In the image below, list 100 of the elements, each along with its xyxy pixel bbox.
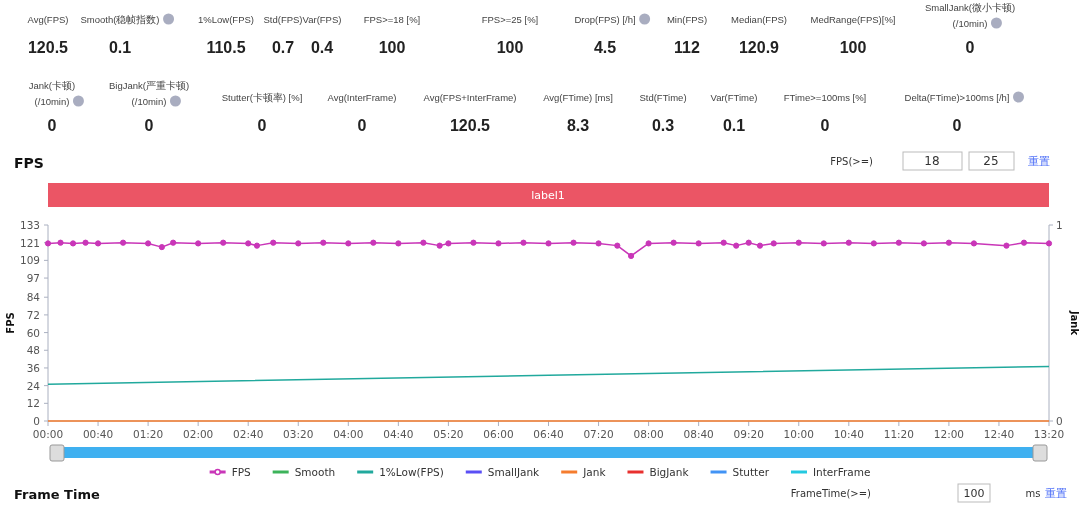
text: Avg(FPS) bbox=[27, 14, 69, 25]
x-tick-label: 00:40 bbox=[82, 428, 114, 440]
text: 重置 bbox=[1028, 155, 1050, 168]
text: Avg(FTime) [ms] bbox=[543, 92, 613, 103]
text: Smooth(稳帧指数) bbox=[80, 14, 160, 25]
x-tick-label: 13:20 bbox=[1033, 428, 1065, 440]
text: FPS>=18 [%] bbox=[363, 14, 421, 25]
x-tick-label: 02:40 bbox=[233, 428, 264, 440]
text: 1%Low(FPS) bbox=[198, 14, 254, 25]
text: 25 bbox=[983, 154, 999, 168]
text: 0.1 bbox=[108, 39, 132, 56]
text: 0 bbox=[965, 39, 975, 56]
text: 0.3 bbox=[651, 117, 675, 134]
legend-label: InterFrame bbox=[813, 466, 871, 478]
text: 8.3 bbox=[566, 117, 590, 134]
x-tick-label: 02:00 bbox=[183, 428, 214, 440]
text: Drop(FPS) [/h] bbox=[574, 14, 636, 25]
text: 0.7 bbox=[271, 39, 295, 56]
text: 0 bbox=[144, 117, 154, 134]
text: Avg(InterFrame) bbox=[327, 92, 397, 103]
text: Min(FPS) bbox=[666, 14, 708, 25]
x-tick-label: 08:40 bbox=[683, 428, 714, 440]
text: 0.4 bbox=[310, 39, 334, 56]
text: 100 bbox=[496, 39, 524, 56]
text: FTime>=100ms [%] bbox=[783, 92, 867, 103]
x-tick-label: 10:40 bbox=[833, 428, 864, 440]
x-tick-label: 05:20 bbox=[433, 428, 464, 440]
legend-label: Smooth bbox=[294, 466, 336, 478]
x-tick-label: 04:40 bbox=[383, 428, 414, 440]
text: Delta(FTime)>100ms [/h] bbox=[904, 92, 1010, 103]
y-tick-label: 121 bbox=[19, 236, 40, 249]
y-tick-label: 24 bbox=[26, 379, 41, 392]
text: Std(FTime) bbox=[639, 92, 687, 103]
chart-title: FPS bbox=[14, 155, 44, 171]
text: 0 bbox=[47, 117, 57, 134]
text: FPS(>=) bbox=[830, 156, 874, 167]
text: 0 bbox=[257, 117, 267, 134]
legend-label: Stutter bbox=[732, 466, 770, 478]
text: 120.5 bbox=[27, 39, 69, 56]
y-tick-label: 133 bbox=[19, 219, 40, 231]
x-tick-label: 12:00 bbox=[933, 428, 965, 440]
x-tick-label: 04:00 bbox=[333, 428, 364, 440]
text: Stutter(卡顿率) [%] bbox=[221, 92, 303, 103]
text: 110.5 bbox=[206, 39, 246, 56]
text: 0 bbox=[820, 117, 830, 134]
y-tick-label: 72 bbox=[26, 308, 40, 321]
text: Frame Time bbox=[14, 487, 100, 502]
x-tick-label: 06:40 bbox=[533, 428, 564, 440]
text: (/10min) bbox=[131, 96, 167, 107]
y2-tick-label: 1 bbox=[1056, 219, 1063, 231]
x-tick-label: 12:40 bbox=[983, 428, 1015, 440]
text: 120.5 bbox=[449, 117, 491, 134]
text: 0 bbox=[952, 117, 962, 134]
x-tick-label: 06:00 bbox=[483, 428, 514, 440]
text: 112 bbox=[674, 39, 701, 56]
text: Var(FTime) bbox=[710, 92, 758, 103]
text: Jank(卡顿) bbox=[28, 80, 76, 91]
text: Median(FPS) bbox=[731, 14, 787, 25]
text: label1 bbox=[531, 189, 565, 202]
x-tick-label: 03:20 bbox=[283, 428, 314, 440]
y-tick-label: 0 bbox=[33, 415, 40, 427]
text: FrameTime(>=) bbox=[790, 488, 872, 499]
text: FPS>=25 [%] bbox=[481, 14, 539, 25]
x-tick-label: 10:00 bbox=[783, 428, 814, 440]
x-tick-label: 00:00 bbox=[32, 428, 64, 440]
y-tick-label: 12 bbox=[26, 397, 40, 410]
text: 100 bbox=[963, 487, 985, 500]
text: Std(FPS) bbox=[263, 14, 303, 25]
text: 120.9 bbox=[738, 39, 780, 56]
text: MedRange(FPS)[%] bbox=[810, 14, 896, 25]
x-tick-label: 11:20 bbox=[883, 428, 914, 440]
x-tick-label: 01:20 bbox=[132, 428, 164, 440]
text: (/10min) bbox=[34, 96, 70, 107]
x-tick-label: 09:20 bbox=[733, 428, 764, 440]
text: 0 bbox=[357, 117, 367, 134]
text: 重置 bbox=[1045, 487, 1067, 500]
legend-label: 1%Low(FPS) bbox=[379, 466, 444, 478]
text: (/10min) bbox=[952, 18, 988, 29]
text: 4.5 bbox=[593, 39, 617, 56]
y-tick-label: 60 bbox=[26, 326, 40, 339]
x-tick-label: 07:20 bbox=[583, 428, 614, 440]
x-tick-label: 08:00 bbox=[633, 428, 664, 440]
y2-axis-title: Jank bbox=[1069, 309, 1080, 336]
y-tick-label: 84 bbox=[26, 291, 41, 304]
y2-tick-label: 0 bbox=[1056, 415, 1063, 427]
y-tick-label: 97 bbox=[26, 272, 40, 285]
text: 0.1 bbox=[722, 117, 746, 134]
text: ms bbox=[1025, 488, 1041, 499]
text: SmallJank(微小卡顿) bbox=[924, 2, 1016, 13]
text: 100 bbox=[378, 39, 406, 56]
legend-label: SmallJank bbox=[487, 466, 541, 478]
legend-label: FPS bbox=[231, 466, 251, 478]
legend-label: BigJank bbox=[649, 466, 690, 478]
text: 100 bbox=[839, 39, 867, 56]
y-tick-label: 48 bbox=[26, 344, 40, 357]
y-tick-label: 109 bbox=[19, 254, 40, 267]
text: Var(FPS) bbox=[302, 14, 342, 25]
legend-label: Jank bbox=[582, 466, 607, 478]
y-tick-label: 36 bbox=[26, 361, 41, 374]
text: Avg(FPS+InterFrame) bbox=[423, 92, 517, 103]
